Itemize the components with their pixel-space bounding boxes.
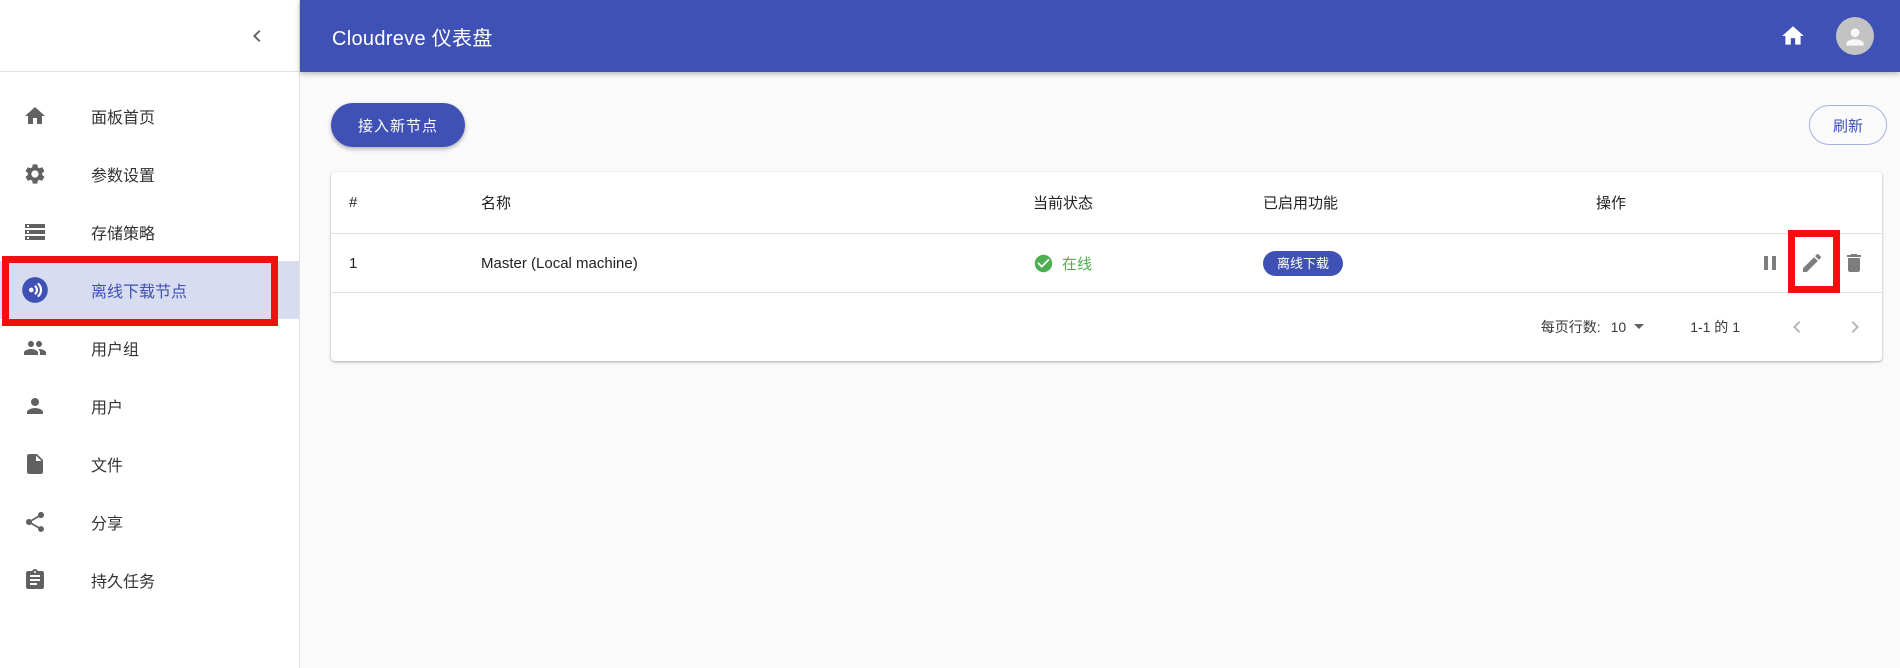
add-node-button[interactable]: 接入新节点 xyxy=(331,103,466,147)
status-text: 在线 xyxy=(1062,255,1093,273)
next-page-button[interactable] xyxy=(1843,315,1867,339)
chevron-left-icon xyxy=(1785,315,1809,339)
rows-per-page-select[interactable]: 10 xyxy=(1611,319,1645,335)
check-circle-icon xyxy=(1033,253,1054,274)
home-icon xyxy=(1780,23,1806,49)
sidebar-item-persistent-tasks[interactable]: 持久任务 xyxy=(0,551,299,609)
pause-node-button[interactable] xyxy=(1758,251,1782,275)
sidebar-nav: 面板首页 参数设置 存储策略 xyxy=(0,72,299,609)
sidebar-item-label: 面板首页 xyxy=(91,110,156,127)
chevron-left-icon xyxy=(245,30,269,52)
sidebar-item-users[interactable]: 用户 xyxy=(0,377,299,435)
pagination-bar: 每页行数: 10 1-1 的 1 xyxy=(331,293,1882,360)
user-icon xyxy=(21,392,49,420)
sidebar-item-label: 分享 xyxy=(91,516,124,533)
sidebar-item-label: 参数设置 xyxy=(91,168,156,185)
refresh-button[interactable]: 刷新 xyxy=(1809,105,1887,145)
sidebar-item-settings[interactable]: 参数设置 xyxy=(0,145,299,203)
sidebar-item-offline-download-nodes[interactable]: 离线下载节点 xyxy=(0,261,299,319)
topbar: Cloudreve 仪表盘 xyxy=(300,0,1900,72)
home-button[interactable] xyxy=(1780,23,1806,49)
person-icon xyxy=(1842,18,1868,55)
sidebar-item-label: 离线下载节点 xyxy=(91,284,188,301)
column-header-actions: 操作 xyxy=(1596,195,1627,212)
previous-page-button[interactable] xyxy=(1785,315,1809,339)
sidebar-item-label: 用户 xyxy=(91,400,124,417)
delete-node-button[interactable] xyxy=(1842,251,1866,275)
sidebar-item-files[interactable]: 文件 xyxy=(0,435,299,493)
sidebar-item-shares[interactable]: 分享 xyxy=(0,493,299,551)
storage-icon xyxy=(21,218,49,246)
table-header-row: # 名称 当前状态 已启用功能 操作 xyxy=(331,172,1882,234)
trash-icon xyxy=(1842,251,1866,275)
avatar[interactable] xyxy=(1836,17,1874,55)
edit-node-button[interactable] xyxy=(1800,251,1824,275)
node-features: 离线下载 xyxy=(1245,250,1578,276)
clipboard-task-icon xyxy=(21,566,49,594)
node-signal-icon xyxy=(21,276,49,304)
rows-per-page-value: 10 xyxy=(1610,318,1627,335)
page-title: Cloudreve 仪表盘 xyxy=(332,27,493,50)
file-icon xyxy=(21,450,49,478)
settings-gear-icon xyxy=(21,160,49,188)
topbar-actions xyxy=(1780,17,1874,55)
node-actions xyxy=(1578,251,1882,275)
pagination-range: 1-1 的 1 xyxy=(1690,318,1740,335)
home-icon xyxy=(21,102,49,130)
main-content: 接入新节点 刷新 # 名称 当前状态 已启用功能 操作 1 Master (Lo… xyxy=(300,72,1900,668)
node-name: Master (Local machine) xyxy=(481,254,638,272)
user-group-icon xyxy=(21,334,49,362)
nodes-table-card: # 名称 当前状态 已启用功能 操作 1 Master (Local machi… xyxy=(331,172,1882,361)
sidebar-item-storage-policy[interactable]: 存储策略 xyxy=(0,203,299,261)
sidebar: 面板首页 参数设置 存储策略 xyxy=(0,0,300,668)
sidebar-item-label: 存储策略 xyxy=(91,226,156,243)
sidebar-header xyxy=(0,0,299,72)
column-header-name: 名称 xyxy=(481,195,512,212)
edit-pencil-icon xyxy=(1800,251,1824,275)
sidebar-item-label: 文件 xyxy=(91,458,124,475)
rows-per-page-label: 每页行数: xyxy=(1540,318,1601,335)
sidebar-item-user-groups[interactable]: 用户组 xyxy=(0,319,299,377)
node-index: 1 xyxy=(349,254,358,272)
column-header-features: 已启用功能 xyxy=(1263,195,1339,212)
column-header-status: 当前状态 xyxy=(1033,195,1094,212)
sidebar-item-label: 用户组 xyxy=(91,342,140,359)
table-row: 1 Master (Local machine) 在线 离线下载 xyxy=(331,234,1882,293)
collapse-sidebar-button[interactable] xyxy=(245,24,269,48)
column-header-index: # xyxy=(349,194,358,211)
dropdown-arrow-icon xyxy=(1634,324,1645,329)
feature-chip: 离线下载 xyxy=(1263,250,1344,276)
share-icon xyxy=(21,508,49,536)
node-status: 在线 xyxy=(1015,253,1245,274)
chevron-right-icon xyxy=(1843,315,1867,339)
pause-icon xyxy=(1758,251,1782,275)
sidebar-item-label: 持久任务 xyxy=(91,574,156,591)
sidebar-item-dashboard-home[interactable]: 面板首页 xyxy=(0,87,299,145)
